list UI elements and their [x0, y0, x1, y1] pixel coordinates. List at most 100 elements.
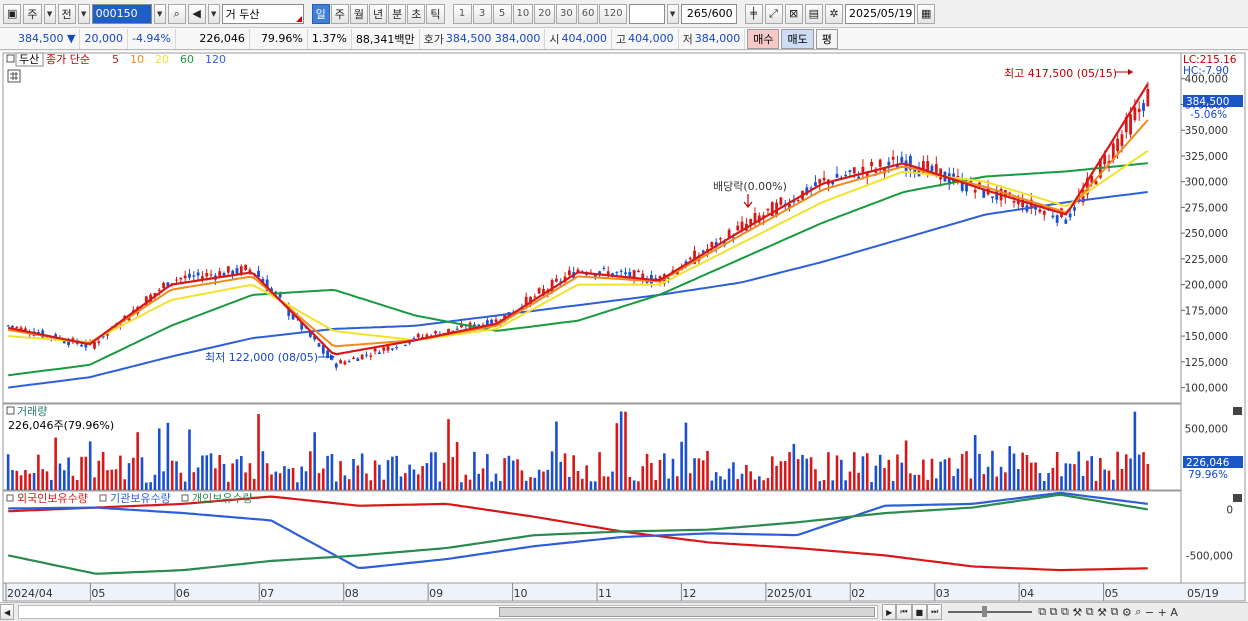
- minute-unit-button-2[interactable]: 5: [492, 3, 512, 24]
- stock-chart[interactable]: 400,000375,000350,000325,000300,000275,0…: [0, 51, 1248, 602]
- stock-code-input[interactable]: 000150: [91, 3, 152, 24]
- gear-icon[interactable]: ✲: [824, 3, 843, 24]
- period-button-1[interactable]: 주: [330, 3, 349, 24]
- volume-bar: [835, 455, 839, 490]
- minute-unit-button-1[interactable]: 3: [472, 3, 492, 24]
- holding-legend-box-2[interactable]: [181, 494, 189, 502]
- chart-type-icon[interactable]: ╪: [744, 3, 763, 24]
- volume-bar: [507, 455, 511, 490]
- holding-legend-box-1[interactable]: [99, 494, 107, 502]
- holding-legend-box-0[interactable]: [6, 494, 14, 502]
- volume-panel-close-icon[interactable]: [1233, 407, 1242, 415]
- search-icon[interactable]: ⌕: [167, 3, 186, 24]
- candle-body: [1133, 107, 1137, 121]
- scroll-left-icon[interactable]: ◀: [0, 604, 15, 620]
- period-button-2[interactable]: 월: [349, 3, 369, 24]
- candle-body: [991, 196, 994, 198]
- volume-bar: [606, 476, 610, 490]
- minute-custom-input[interactable]: [628, 3, 665, 24]
- prev-button[interactable]: 전: [57, 3, 76, 24]
- minute-unit-button-0[interactable]: 1: [452, 3, 472, 24]
- volume-bar: [779, 461, 783, 490]
- duplicate-icon[interactable]: ⧉: [1110, 605, 1119, 618]
- volume-bar: [952, 476, 955, 490]
- volume-bar: [947, 457, 951, 490]
- volume-bar: [110, 469, 114, 490]
- minute-dropdown-icon[interactable]: ▼: [666, 3, 679, 24]
- window-menu-icon[interactable]: ▣: [3, 3, 22, 24]
- grid-toggle-icon[interactable]: [7, 69, 21, 83]
- volume-bar: [576, 470, 580, 490]
- candle-body: [408, 342, 412, 344]
- x-tick-label: 09: [429, 587, 443, 600]
- speaker-dropdown-icon[interactable]: ▼: [207, 3, 220, 24]
- period-button-6[interactable]: 틱: [426, 3, 445, 24]
- font-size-icon[interactable]: A: [1170, 605, 1178, 619]
- prev-dropdown-icon[interactable]: ▼: [77, 3, 90, 24]
- minute-unit-button-5[interactable]: 30: [556, 3, 577, 24]
- multi-chart-icon[interactable]: ⧉: [1085, 605, 1094, 618]
- minus-icon[interactable]: −: [1144, 605, 1155, 619]
- layout-icon[interactable]: ⧉: [1061, 605, 1069, 618]
- minute-unit-button-4[interactable]: 20: [534, 3, 555, 24]
- panel-menu-icon[interactable]: [6, 54, 15, 63]
- copy-icon[interactable]: ⧉: [1038, 605, 1047, 618]
- minute-unit-button-6[interactable]: 60: [577, 3, 599, 24]
- volume-bar: [166, 422, 170, 490]
- scroll-start-icon[interactable]: ⏮: [896, 604, 912, 620]
- candle-body: [24, 328, 27, 332]
- crosshair-icon[interactable]: ⊠: [784, 3, 803, 24]
- search-icon-bottom[interactable]: ⌕: [1135, 605, 1142, 618]
- period-button-5[interactable]: 초: [407, 3, 426, 24]
- speaker-icon[interactable]: ◀: [187, 3, 206, 24]
- candle-body: [378, 352, 381, 354]
- chart-area[interactable]: 400,000375,000350,000325,000300,000275,0…: [0, 51, 1248, 602]
- volume-bar: [50, 479, 53, 490]
- scroll-track[interactable]: [18, 605, 879, 619]
- sell-button[interactable]: 매도: [781, 28, 814, 49]
- volume-info: 226,046주(79.96%): [8, 419, 114, 432]
- zoom-slider[interactable]: [948, 606, 1033, 617]
- volume-bar: [581, 478, 584, 490]
- asset-type-dropdown-icon[interactable]: ▼: [43, 3, 56, 24]
- stock-label-box[interactable]: [15, 52, 44, 67]
- candle-body: [1068, 213, 1072, 218]
- settings-icon[interactable]: ⚙: [1121, 605, 1132, 619]
- period-button-4[interactable]: 분: [388, 3, 407, 24]
- stop-icon[interactable]: ■: [911, 604, 928, 620]
- volume-bar: [822, 479, 826, 490]
- tool-icon[interactable]: ⚒: [1097, 605, 1107, 619]
- plus-icon[interactable]: +: [1157, 605, 1167, 619]
- period-button-3[interactable]: 년: [369, 3, 388, 24]
- minute-unit-button-7[interactable]: 120: [599, 3, 627, 24]
- count-input[interactable]: 265 /600: [680, 3, 737, 24]
- save-icon[interactable]: ▤: [804, 3, 823, 24]
- scroll-end-icon[interactable]: ⏭: [927, 604, 943, 620]
- candle-body: [179, 277, 183, 280]
- date-input[interactable]: 2025/05/19: [844, 3, 915, 24]
- scroll-right-icon[interactable]: ▶: [882, 604, 897, 620]
- candle-body: [218, 271, 222, 277]
- eval-button[interactable]: 평: [815, 28, 838, 49]
- candle-body: [1120, 134, 1124, 146]
- code-dropdown-icon[interactable]: ▼: [153, 3, 166, 24]
- scroll-thumb[interactable]: [499, 607, 876, 617]
- volume-panel-menu-icon[interactable]: [6, 406, 15, 415]
- stock-name-field[interactable]: 거 두산: [221, 3, 304, 24]
- drawing-tool-icon[interactable]: ⤢: [764, 3, 783, 24]
- volume-bar: [788, 452, 791, 490]
- candle-body: [386, 346, 390, 351]
- calendar-icon[interactable]: ▦: [916, 3, 936, 24]
- period-button-0[interactable]: 일: [311, 3, 330, 24]
- zoom-slider-handle[interactable]: [982, 606, 988, 617]
- asset-type-button[interactable]: 주: [23, 3, 42, 24]
- holding-panel-close-icon[interactable]: [1233, 494, 1242, 502]
- volume-bar: [749, 471, 752, 490]
- volume-bar: [732, 462, 735, 490]
- minute-unit-button-3[interactable]: 10: [512, 3, 534, 24]
- compare-icon[interactable]: ⧉: [1049, 605, 1058, 618]
- buy-button[interactable]: 매수: [747, 28, 780, 49]
- candle-body: [576, 269, 580, 273]
- pattern-icon[interactable]: ⚒: [1072, 605, 1083, 619]
